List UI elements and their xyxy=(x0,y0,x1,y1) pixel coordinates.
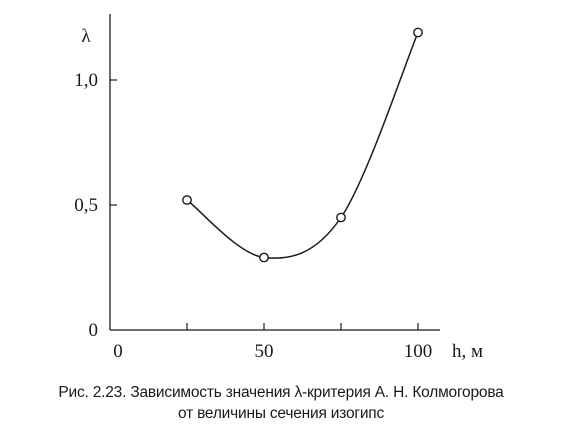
x-axis-title: h, м xyxy=(452,341,483,362)
caption-line-1: Рис. 2.23. Зависимость значения λ-критер… xyxy=(58,384,504,401)
x-tick-label-50: 50 xyxy=(255,341,274,362)
data-point-100 xyxy=(413,27,423,38)
y-axis-title: λ xyxy=(81,26,91,47)
caption-line-2: от величины сечения изогипс xyxy=(177,405,385,422)
x-tick-label-100: 100 xyxy=(404,341,433,362)
figure-caption: Рис. 2.23. Зависимость значения λ-критер… xyxy=(0,382,562,424)
data-point-50 xyxy=(259,252,269,263)
curve-layer xyxy=(186,32,419,259)
series-0-line xyxy=(186,32,419,259)
marker-layer xyxy=(182,27,423,263)
data-point-75 xyxy=(336,212,346,223)
y-tick-label-0: 0 xyxy=(89,320,99,341)
data-point-25 xyxy=(182,195,192,205)
chart: 0 0,5 1,0 0 50 100 λ h, м xyxy=(74,14,483,362)
axes: 0 0,5 1,0 0 50 100 λ h, м xyxy=(74,14,483,362)
y-tick-label-1,0: 1,0 xyxy=(74,70,98,91)
y-tick-label-0,5: 0,5 xyxy=(74,195,98,216)
x-tick-label-0: 0 xyxy=(113,341,123,362)
